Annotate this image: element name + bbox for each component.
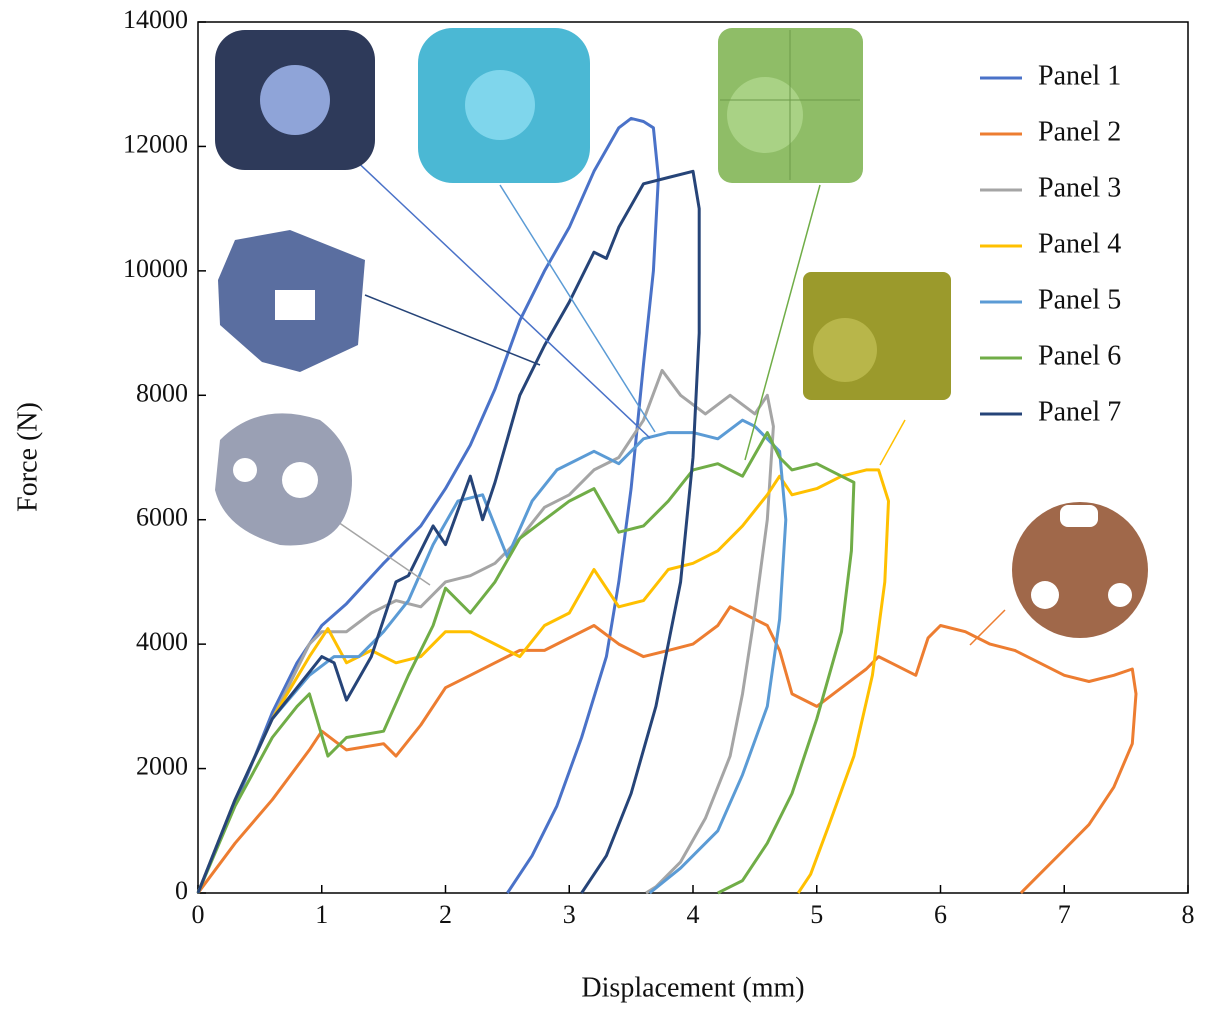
y-tick-label: 12000: [123, 129, 188, 158]
leader-line: [969, 609, 1006, 646]
inset-dark-cell: [215, 30, 375, 170]
y-tick-label: 10000: [123, 254, 188, 283]
series-line: [196, 418, 788, 895]
leader-line: [744, 184, 821, 461]
legend-label: Panel 4: [1038, 228, 1121, 259]
leader-line: [349, 154, 651, 439]
inset-copper-cell: [1012, 502, 1148, 638]
x-tick-label: 3: [563, 900, 576, 929]
series-line: [196, 468, 890, 894]
series-line: [196, 368, 775, 895]
y-tick-label: 8000: [136, 378, 188, 407]
leader-lines: [334, 154, 1006, 646]
legend-label: Panel 3: [1038, 172, 1121, 203]
y-tick-label: 2000: [136, 752, 188, 781]
y-tick-label: 0: [175, 876, 188, 905]
series-line: [196, 431, 856, 895]
x-axis-title: Displacement (mm): [581, 972, 804, 1003]
legend-label: Panel 1: [1038, 60, 1121, 91]
legend-label: Panel 7: [1038, 396, 1121, 427]
insets: [215, 28, 1148, 646]
leader-line: [879, 419, 906, 466]
x-tick-label: 6: [934, 900, 947, 929]
leader-line: [499, 184, 656, 433]
x-tick-label: 4: [687, 900, 700, 929]
x-tick-label: 1: [315, 900, 328, 929]
leader-line: [334, 519, 431, 586]
x-tick-label: 5: [810, 900, 823, 929]
legend-label: Panel 6: [1038, 340, 1121, 371]
series-line: [196, 116, 660, 894]
leader-line: [364, 294, 541, 366]
y-tick-label: 6000: [136, 503, 188, 532]
legend-label: Panel 2: [1038, 116, 1121, 147]
inset-cyan-cell: [418, 28, 590, 183]
x-tick-label: 8: [1182, 900, 1195, 929]
y-axis-title: Force (N): [12, 402, 43, 512]
x-tick-label: 2: [439, 900, 452, 929]
inset-gyroid-cell: [215, 413, 352, 546]
inset-frame-cell: [218, 230, 365, 372]
inset-green-cell: [718, 28, 863, 183]
legend-label: Panel 5: [1038, 284, 1121, 315]
series-line: [196, 169, 701, 894]
inset-olive-cell: [803, 272, 951, 400]
x-tick-label: 7: [1058, 900, 1071, 929]
series-line: [196, 605, 1138, 895]
y-tick-label: 4000: [136, 627, 188, 656]
y-tick-label: 14000: [123, 5, 188, 34]
x-tick-label: 0: [192, 900, 205, 929]
